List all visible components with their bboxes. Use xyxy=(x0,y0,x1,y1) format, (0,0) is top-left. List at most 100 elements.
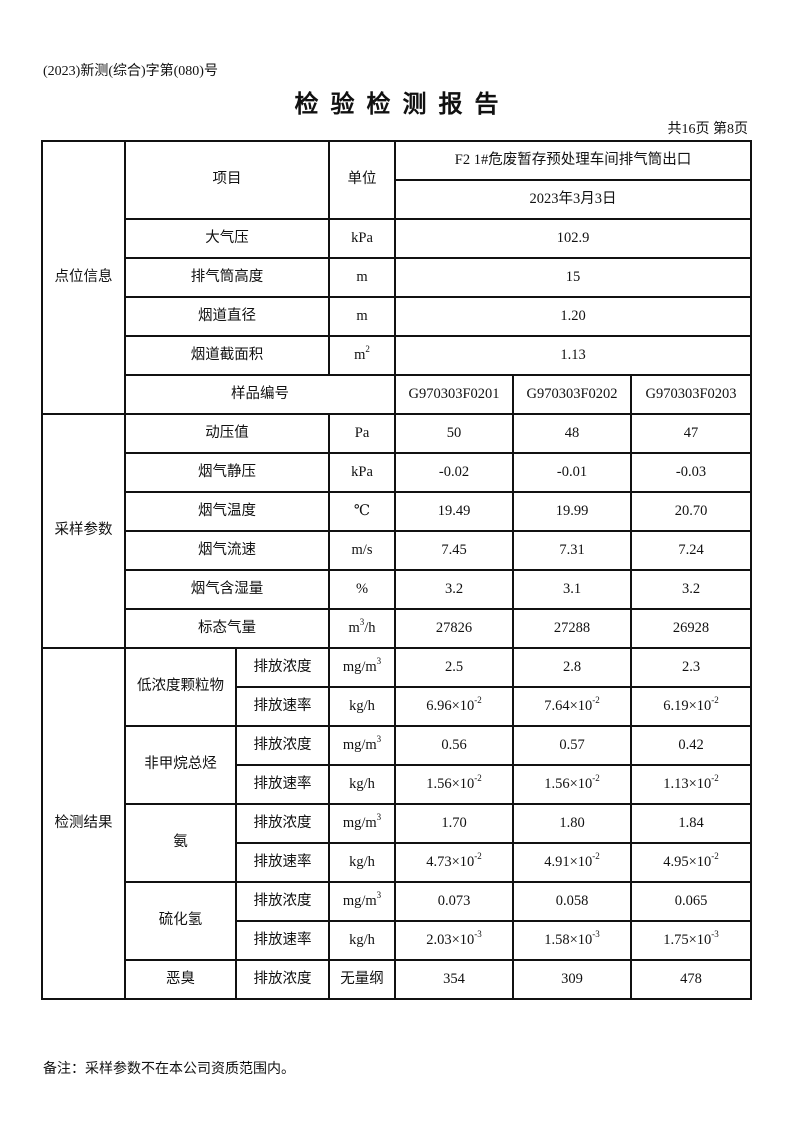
unit-cell: mg/m3 xyxy=(328,881,396,922)
table-row: 采样参数 动压值 Pa 50 48 47 xyxy=(41,413,752,649)
value-cell: 1.75×10-3 xyxy=(630,920,752,961)
measure-item: 排放浓度 xyxy=(235,725,330,766)
table-row: 排放速率 kg/h 4.73×10-2 4.91×10-2 4.95×10-2 xyxy=(42,842,752,883)
document-number: (2023)新测(综合)字第(080)号 xyxy=(43,64,218,79)
table-row: 烟气温度 ℃ 19.49 19.99 20.70 xyxy=(42,491,752,532)
measure-item: 排放浓度 xyxy=(235,803,330,844)
value-cell: 7.45 xyxy=(394,530,514,571)
value-cell: 4.91×10-2 xyxy=(512,842,632,883)
param-name: 大气压 xyxy=(124,218,330,259)
value-cell: 19.49 xyxy=(394,491,514,532)
value-cell: 1.56×10-2 xyxy=(512,764,632,805)
value-cell: 3.2 xyxy=(394,569,514,610)
sample-id-label: 样品编号 xyxy=(124,374,396,415)
value-cell: 1.13×10-2 xyxy=(630,764,752,805)
date-header: 2023年3月3日 xyxy=(394,179,752,220)
value-cell: 0.073 xyxy=(394,881,514,922)
value-cell: 0.42 xyxy=(630,725,752,766)
param-name: 排气筒高度 xyxy=(124,257,330,298)
unit-cell: % xyxy=(328,569,396,610)
param-name: 烟道直径 xyxy=(124,296,330,337)
table-row: 检测结果 低浓度颗粒物 排放浓度 mg/m3 2.5 2.8 2.3 xyxy=(41,647,752,1000)
value-cell: 2.3 xyxy=(630,647,752,688)
measure-item: 排放浓度 xyxy=(235,959,330,1000)
value-cell: 26928 xyxy=(630,608,752,649)
value-cell: 2.03×10-3 xyxy=(394,920,514,961)
unit-cell: kg/h xyxy=(328,764,396,805)
sample-id: G970303F0201 xyxy=(394,374,514,415)
value-cell: 7.31 xyxy=(512,530,632,571)
table-row: 烟道直径 m 1.20 xyxy=(42,296,752,337)
value-cell: 4.73×10-2 xyxy=(394,842,514,883)
unit-header: 单位 xyxy=(328,140,396,220)
table-row: 样品编号 G970303F0201 G970303F0202 G970303F0203 xyxy=(42,374,752,415)
value-cell: 3.2 xyxy=(630,569,752,610)
value-cell: 1.20 xyxy=(394,296,752,337)
pollutant-name: 低浓度颗粒物 xyxy=(124,647,237,727)
value-cell: 27288 xyxy=(512,608,632,649)
table-row: 烟道截面积 m2 1.13 xyxy=(42,335,752,376)
value-cell: 50 xyxy=(394,413,514,454)
sample-id: G970303F0203 xyxy=(630,374,752,415)
table-row: 非甲烷总烃 排放浓度 mg/m3 0.56 0.57 0.42 xyxy=(42,725,752,805)
pollutant-name: 氨 xyxy=(124,803,237,883)
unit-cell: mg/m3 xyxy=(328,803,396,844)
table-row: 排放速率 kg/h 6.96×10-2 7.64×10-2 6.19×10-2 xyxy=(42,686,752,727)
value-cell: -0.01 xyxy=(512,452,632,493)
unit-cell: kg/h xyxy=(328,842,396,883)
param-name: 烟道截面积 xyxy=(124,335,330,376)
measure-item: 排放速率 xyxy=(235,686,330,727)
value-cell: 1.13 xyxy=(394,335,752,376)
group-results: 检测结果 xyxy=(41,647,126,1000)
value-cell: 48 xyxy=(512,413,632,454)
pollutant-name: 硫化氢 xyxy=(124,881,237,961)
report-title: 检验检测报告 xyxy=(294,90,511,118)
unit-cell: m xyxy=(328,257,396,298)
value-cell: 478 xyxy=(630,959,752,1000)
value-cell: 1.56×10-2 xyxy=(394,764,514,805)
param-name: 烟气温度 xyxy=(124,491,330,532)
value-cell: 15 xyxy=(394,257,752,298)
unit-cell: mg/m3 xyxy=(328,647,396,688)
value-cell: 1.84 xyxy=(630,803,752,844)
param-name: 烟气含湿量 xyxy=(124,569,330,610)
value-cell: 309 xyxy=(512,959,632,1000)
unit-cell: ℃ xyxy=(328,491,396,532)
unit-cell: Pa xyxy=(328,413,396,454)
unit-cell: m/s xyxy=(328,530,396,571)
measure-item: 排放速率 xyxy=(235,842,330,883)
value-cell: 7.64×10-2 xyxy=(512,686,632,727)
value-cell: 0.56 xyxy=(394,725,514,766)
value-cell: 2.5 xyxy=(394,647,514,688)
param-name: 烟气流速 xyxy=(124,530,330,571)
param-name: 烟气静压 xyxy=(124,452,330,493)
page-info: 共16页 第8页 xyxy=(667,122,749,137)
unit-cell: m3/h xyxy=(328,608,396,649)
measure-item: 排放速率 xyxy=(235,764,330,805)
measure-item: 排放浓度 xyxy=(235,647,330,688)
measure-item: 排放速率 xyxy=(235,920,330,961)
value-cell: 3.1 xyxy=(512,569,632,610)
table-row: 排放速率 kg/h 2.03×10-3 1.58×10-3 1.75×10-3 xyxy=(42,920,752,961)
table-row: 点位信息 项目 单位 F2 1#危废暂存预处理车间排气筒出口 xyxy=(41,140,752,415)
value-cell: 4.95×10-2 xyxy=(630,842,752,883)
table-row: 大气压 kPa 102.9 xyxy=(42,218,752,259)
value-cell: 47 xyxy=(630,413,752,454)
item-header: 项目 xyxy=(124,140,330,220)
value-cell: 1.80 xyxy=(512,803,632,844)
value-cell: 0.065 xyxy=(630,881,752,922)
value-cell: 7.24 xyxy=(630,530,752,571)
report-table: 点位信息 项目 单位 F2 1#危废暂存预处理车间排气筒出口 2023年3月3日 大气压 k… xyxy=(41,140,752,1000)
pollutant-name: 恶臭 xyxy=(124,959,237,1000)
value-cell: -0.02 xyxy=(394,452,514,493)
sample-id: G970303F0202 xyxy=(512,374,632,415)
value-cell: 102.9 xyxy=(394,218,752,259)
unit-cell: kPa xyxy=(328,452,396,493)
value-cell: 6.19×10-2 xyxy=(630,686,752,727)
value-cell: 1.58×10-3 xyxy=(512,920,632,961)
value-cell: 6.96×10-2 xyxy=(394,686,514,727)
value-cell: -0.03 xyxy=(630,452,752,493)
value-cell: 2.8 xyxy=(512,647,632,688)
unit-cell: kg/h xyxy=(328,686,396,727)
unit-cell: m xyxy=(328,296,396,337)
